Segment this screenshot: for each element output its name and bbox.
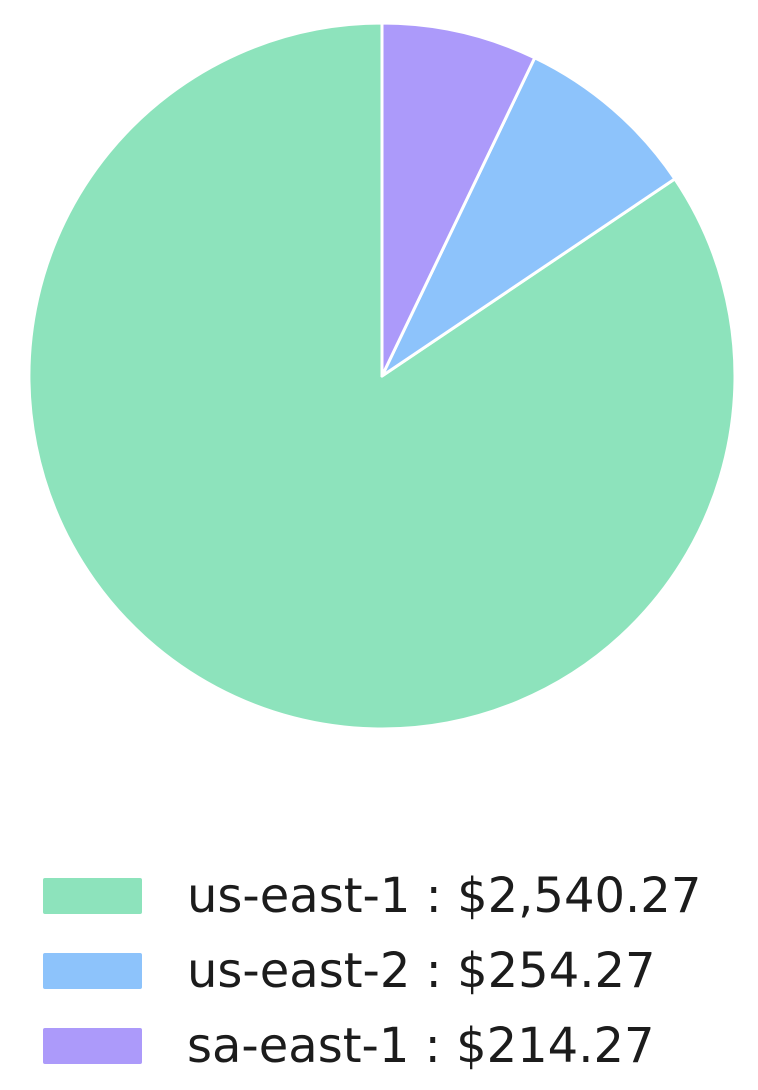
pie-slice-us-east-2 (380, 56, 677, 378)
legend: us-east-1 : $2,540.27 us-east-2 : $254.27… (43, 871, 701, 1071)
legend-item-us-east-1: us-east-1 : $2,540.27 (43, 871, 701, 921)
legend-item-sa-east-1: sa-east-1 : $214.27 (43, 1021, 701, 1071)
legend-item-us-east-2: us-east-2 : $254.27 (43, 946, 701, 996)
legend-label-sa-east-1: sa-east-1 : $214.27 (187, 1018, 655, 1074)
pie-slices (27, 21, 737, 731)
legend-swatch-us-east-2 (43, 953, 142, 989)
pie-slice-sa-east-1 (380, 21, 537, 378)
legend-label-us-east-2: us-east-2 : $254.27 (187, 943, 656, 999)
legend-swatch-us-east-1 (43, 878, 142, 914)
legend-label-us-east-1: us-east-1 : $2,540.27 (187, 868, 702, 924)
legend-swatch-sa-east-1 (43, 1028, 142, 1064)
pie-chart (27, 21, 737, 731)
